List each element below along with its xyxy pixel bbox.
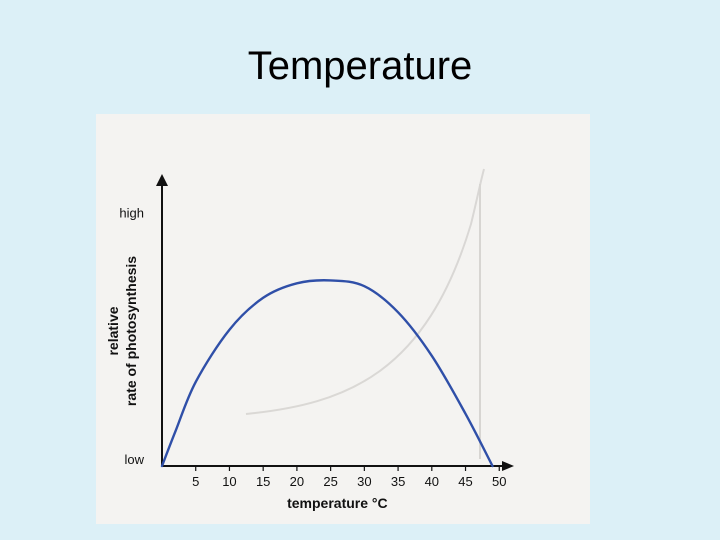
bleed-through-background	[245, 168, 485, 459]
x-tick-label: 10	[222, 474, 236, 489]
y-tick-label-low: low	[124, 452, 144, 467]
x-tick-label: 5	[192, 474, 199, 489]
axes-group	[156, 174, 514, 471]
x-ticks-group: 5 10 15 20 25 30 35 40 45 50	[192, 466, 506, 489]
scanned-figure: 5 10 15 20 25 30 35 40 45 50 high low temperature °…	[96, 114, 590, 524]
slide-title: Temperature	[247, 44, 473, 88]
x-tick-label: 40	[425, 474, 439, 489]
x-tick-label: 30	[357, 474, 371, 489]
y-tick-label-high: high	[119, 206, 144, 221]
series-line	[160, 279, 494, 468]
x-tick-label: 45	[458, 474, 472, 489]
labels-group: high low temperature °C relative rate of pho…	[105, 206, 388, 511]
plot-group	[160, 279, 494, 468]
y-axis-title-line2: rate of photosynthesis	[123, 256, 139, 406]
x-tick-label: 25	[323, 474, 337, 489]
x-tick-label: 20	[290, 474, 304, 489]
x-tick-label: 15	[256, 474, 270, 489]
y-axis-arrowhead	[156, 174, 168, 186]
y-axis-title-line1: relative	[105, 306, 121, 355]
chart-svg: 5 10 15 20 25 30 35 40 45 50 high low temperature °…	[105, 168, 514, 511]
x-tick-label: 50	[492, 474, 506, 489]
x-axis-arrowhead	[502, 461, 514, 471]
x-axis-title: temperature °C	[287, 495, 388, 511]
x-tick-label: 35	[391, 474, 405, 489]
